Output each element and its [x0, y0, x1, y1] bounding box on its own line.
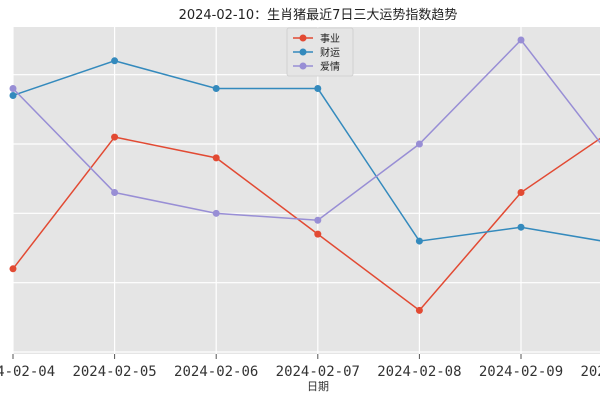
chart-title: 2024-02-10：生肖猪最近7日三大运势指数趋势 [179, 7, 458, 23]
x-axis-label: 日期 [307, 380, 329, 393]
data-point [9, 91, 17, 99]
data-point [111, 57, 119, 65]
legend-entry: 事业 [320, 32, 340, 45]
legend-marker [299, 34, 307, 42]
x-tick-label: 2024-02-07 [276, 364, 360, 380]
data-point [314, 230, 322, 238]
data-point [415, 306, 423, 314]
data-point [212, 85, 220, 93]
x-tick-label: 2024-02-05 [72, 364, 156, 380]
x-axis-ticks: 2024-02-04 2024-02-05 2024-02-06 2024-02-07… [0, 354, 600, 380]
legend-entry: 财运 [320, 46, 340, 59]
x-tick-label: 2024-02-04 [0, 364, 55, 380]
data-point [314, 216, 322, 224]
data-point [517, 36, 525, 44]
data-point [9, 85, 17, 93]
data-point [111, 133, 119, 141]
data-point [111, 189, 119, 197]
legend-marker [299, 62, 307, 70]
data-point [212, 154, 220, 162]
data-point [212, 209, 220, 217]
data-point [9, 265, 17, 273]
plot-area [13, 27, 600, 354]
legend-entry: 爱情 [320, 60, 340, 73]
data-point [517, 189, 525, 197]
legend-marker [299, 48, 307, 56]
series-layer [9, 36, 600, 314]
x-tick-label: 2024-02-10 [580, 364, 600, 380]
data-point [415, 140, 423, 148]
x-tick-label: 2024-02-06 [174, 364, 258, 380]
data-point [517, 223, 525, 231]
data-point [415, 237, 423, 245]
data-point [314, 85, 322, 93]
x-tick-label: 2024-02-08 [377, 364, 461, 380]
x-tick-label: 2024-02-09 [479, 364, 563, 380]
